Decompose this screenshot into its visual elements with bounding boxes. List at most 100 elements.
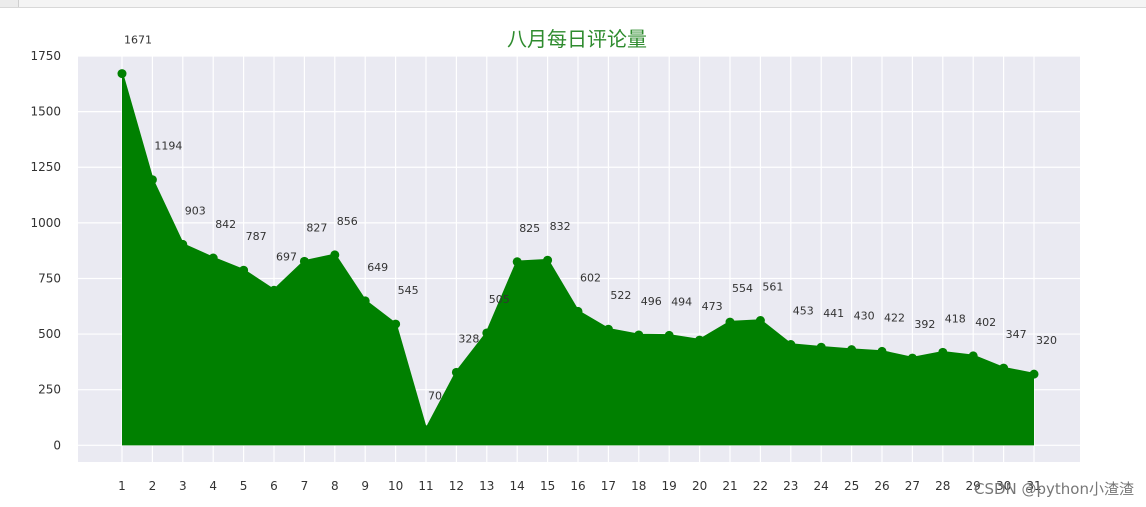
data-point [543,255,553,265]
x-tick-label: 1 [118,479,126,493]
window-top-strip [0,0,1146,8]
data-label: 441 [823,307,844,320]
data-point [239,265,249,275]
x-tick-label: 8 [331,479,339,493]
watermark: CSDN @python小渣渣 [973,480,1134,498]
data-point [117,69,127,79]
data-point [482,328,492,338]
x-tick-label: 7 [301,479,309,493]
data-label: 453 [793,305,814,318]
data-points [117,69,1039,435]
x-tick-label: 25 [844,479,859,493]
data-point [573,306,583,316]
y-tick-label: 750 [38,271,61,285]
x-tick-label: 24 [814,479,829,493]
x-tick-label: 28 [935,479,950,493]
data-point [391,319,401,329]
data-label: 697 [276,250,297,263]
data-point [512,257,522,267]
data-point [1029,369,1039,379]
data-label: 422 [884,311,905,324]
y-tick-label: 1000 [30,216,61,230]
x-tick-label: 20 [692,479,707,493]
data-label: 418 [945,312,966,325]
x-tick-label: 4 [209,479,217,493]
data-label: 320 [1036,334,1057,347]
data-point [664,330,674,340]
data-point [330,250,340,260]
x-tick-label: 21 [722,479,737,493]
x-tick-label: 14 [510,479,525,493]
data-point [360,296,370,306]
data-label: 787 [246,230,267,243]
data-labels: 1671 1194 903 842 787 697 827 856 649 545 70 328 505… [124,34,1057,403]
data-label: 649 [367,261,388,274]
data-point [451,367,461,377]
x-tick-label: 13 [479,479,494,493]
x-tick-label: 18 [631,479,646,493]
data-label: 1194 [154,140,182,153]
x-tick-label: 5 [240,479,248,493]
data-label: 1671 [124,34,152,47]
y-tick-labels: 0 250 500 750 1000 1250 1500 1750 [30,49,61,452]
x-tick-label: 15 [540,479,555,493]
data-label: 832 [550,220,571,233]
x-tick-label: 16 [570,479,585,493]
data-label: 430 [854,310,875,323]
data-label: 856 [337,215,358,228]
data-point [877,346,887,356]
data-label: 545 [398,284,419,297]
data-label: 825 [519,222,540,235]
data-label: 522 [610,289,631,302]
data-point [755,316,765,326]
data-label: 602 [580,271,601,284]
data-label: 494 [671,295,692,308]
data-point [968,351,978,361]
area-fill [122,73,1034,446]
data-label: 842 [215,218,236,231]
x-tick-label: 31 [1026,479,1041,493]
window-tab[interactable] [0,0,19,7]
data-point [786,340,796,350]
y-tick-label: 250 [38,383,61,397]
data-label: 903 [185,204,206,217]
x-tick-label: 30 [996,479,1011,493]
x-tick-label: 12 [449,479,464,493]
y-tick-label: 1500 [30,105,61,119]
x-tick-label: 27 [905,479,920,493]
x-tick-label: 17 [601,479,616,493]
data-point [725,317,735,327]
data-label: 392 [914,318,935,331]
data-point [299,256,309,266]
y-tick-label: 500 [38,327,61,341]
data-label: 554 [732,282,753,295]
x-tick-label: 23 [783,479,798,493]
data-label: 827 [306,221,327,234]
x-tick-label: 11 [418,479,433,493]
x-tick-label: 26 [874,479,889,493]
y-tick-label: 0 [53,438,61,452]
x-tick-label: 19 [662,479,677,493]
x-tick-label: 29 [966,479,981,493]
data-point [147,175,157,185]
data-label: 505 [489,293,510,306]
data-label: 561 [762,281,783,294]
data-point [847,345,857,355]
data-label: 70 [428,390,442,403]
chart-title: 八月每日评论量 [507,27,647,51]
data-point [178,239,188,249]
y-tick-label: 1250 [30,160,61,174]
x-tick-label: 2 [149,479,157,493]
data-point [269,285,279,295]
data-point [695,335,705,345]
x-tick-label: 22 [753,479,768,493]
data-label: 402 [975,316,996,329]
data-point [421,425,431,435]
x-tick-label: 6 [270,479,278,493]
data-label: 328 [458,332,479,345]
data-point [907,353,917,363]
x-tick-label: 10 [388,479,403,493]
y-tick-label: 1750 [30,49,61,63]
data-point [999,363,1009,373]
